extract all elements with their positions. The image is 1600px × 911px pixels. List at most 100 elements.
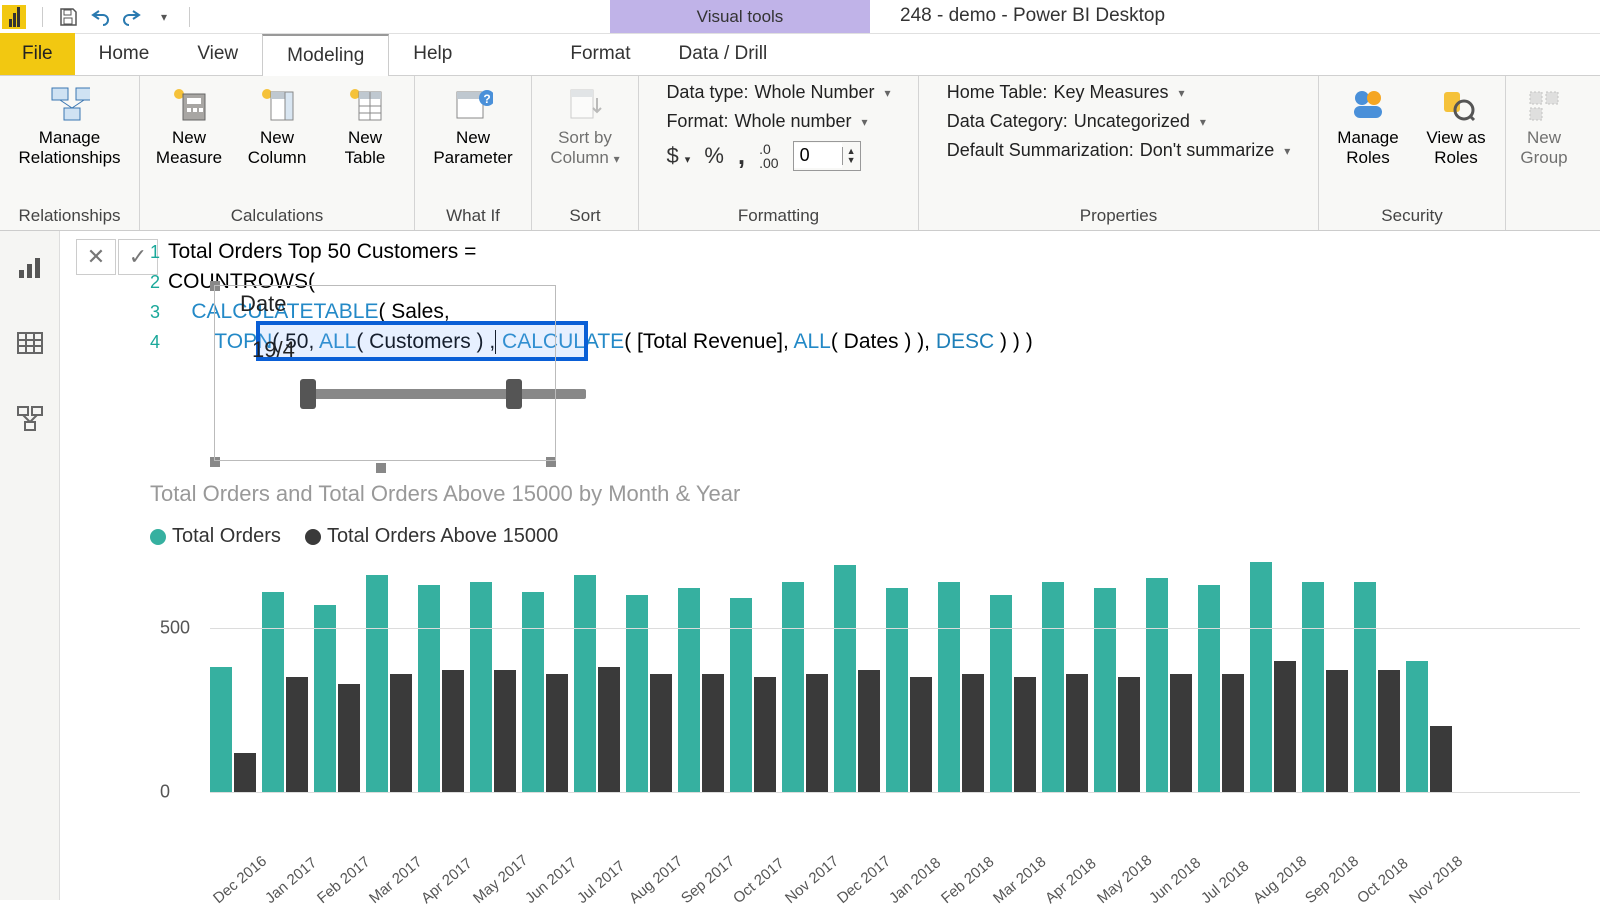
- date-slicer-visual[interactable]: Date 19/4: [146, 267, 566, 467]
- group-whatif: ? New Parameter What If: [415, 76, 532, 230]
- x-tick-label: Apr 2018: [1042, 861, 1093, 907]
- code-keyword: DESC: [936, 330, 994, 353]
- chevron-down-icon: ▾: [1179, 86, 1185, 100]
- report-canvas[interactable]: ✕ ✓ 1Total Orders Top 50 Customers = 2CO…: [60, 231, 1600, 900]
- x-tick-label: Jul 2018: [1198, 861, 1249, 907]
- view-as-roles-label: View as Roles: [1426, 128, 1485, 169]
- bar-group: [418, 585, 464, 792]
- hometable-value: Key Measures: [1053, 82, 1168, 103]
- hometable-dropdown[interactable]: Home Table: Key Measures ▾: [947, 82, 1291, 103]
- new-column-button[interactable]: New Column: [236, 80, 318, 169]
- bar-series-b: [1430, 726, 1452, 792]
- comma-button[interactable]: ,: [738, 140, 745, 171]
- undo-icon[interactable]: [89, 6, 111, 28]
- tab-modeling[interactable]: Modeling: [262, 34, 389, 76]
- bar-group: [1406, 661, 1452, 792]
- tab-data-drill[interactable]: Data / Drill: [655, 33, 792, 75]
- datatype-label: Data type:: [666, 82, 748, 103]
- sort-by-column-button[interactable]: Sort by Column ▾: [540, 80, 630, 169]
- new-group-button[interactable]: New Group: [1514, 80, 1574, 169]
- bar-series-a: [990, 595, 1012, 792]
- bar-series-a: [1302, 582, 1324, 792]
- bar-series-a: [1042, 582, 1064, 792]
- format-dropdown[interactable]: Format: Whole number ▾: [666, 111, 890, 132]
- legend-label: Total Orders: [172, 525, 281, 547]
- bar-group: [1250, 562, 1296, 792]
- x-tick-label: Jan 2017: [262, 861, 313, 907]
- currency-button[interactable]: $ ▾: [666, 143, 690, 169]
- group-label: Formatting: [738, 206, 819, 228]
- bar-series-b: [754, 677, 776, 792]
- model-view-icon[interactable]: [12, 401, 48, 437]
- code-text: ( Dates ) ),: [831, 330, 936, 353]
- bar-series-a: [262, 592, 284, 792]
- bar-series-a: [1146, 578, 1168, 792]
- spinner-down-icon[interactable]: ▼: [843, 156, 860, 165]
- chart-legend: Total Orders Total Orders Above 15000: [150, 525, 1580, 548]
- bar-series-a: [678, 588, 700, 792]
- new-column-label: New Column: [248, 128, 307, 169]
- bar-series-a: [418, 585, 440, 792]
- y-tick-label: 500: [160, 617, 190, 638]
- bar-series-a: [782, 582, 804, 792]
- save-icon[interactable]: [57, 6, 79, 28]
- new-parameter-button[interactable]: ? New Parameter: [423, 80, 523, 169]
- column-chart-visual[interactable]: Total Orders and Total Orders Above 1500…: [150, 481, 1580, 861]
- code-text: Total Orders Top 50 Customers =: [168, 240, 476, 263]
- group-label: Properties: [1080, 206, 1157, 228]
- svg-text:?: ?: [483, 92, 490, 106]
- category-dropdown[interactable]: Data Category: Uncategorized ▾: [947, 111, 1291, 132]
- measure-icon: [169, 84, 209, 124]
- x-axis-labels: Dec 2016Jan 2017Feb 2017Mar 2017Apr 2017…: [210, 894, 1458, 911]
- manage-relationships-button[interactable]: Manage Relationships: [10, 80, 130, 169]
- chart-bars: [210, 562, 1452, 792]
- bar-group: [1354, 582, 1400, 792]
- bar-series-b: [234, 753, 256, 792]
- new-parameter-label: New Parameter: [433, 128, 512, 169]
- tab-format[interactable]: Format: [546, 33, 654, 75]
- bar-series-b: [286, 677, 308, 792]
- tab-home[interactable]: Home: [75, 33, 174, 75]
- new-table-button[interactable]: New Table: [324, 80, 406, 169]
- sort-by-column-label: Sort by Column ▾: [550, 128, 619, 169]
- sort-icon: [565, 84, 605, 124]
- report-view-icon[interactable]: [12, 249, 48, 285]
- bar-series-b: [650, 674, 672, 792]
- tab-view[interactable]: View: [173, 33, 262, 75]
- x-tick-label: Aug 2018: [1250, 861, 1301, 907]
- bar-series-a: [210, 667, 232, 792]
- manage-roles-label: Manage Roles: [1337, 128, 1398, 169]
- bar-series-b: [858, 670, 880, 792]
- qat-dropdown-icon[interactable]: ▾: [153, 6, 175, 28]
- summarization-dropdown[interactable]: Default Summarization: Don't summarize ▾: [947, 140, 1291, 161]
- bar-series-b: [494, 670, 516, 792]
- code-keyword: ALL: [793, 330, 830, 353]
- bar-series-a: [834, 565, 856, 792]
- resize-handle[interactable]: [376, 463, 386, 473]
- bar-series-a: [626, 595, 648, 792]
- tab-help[interactable]: Help: [389, 33, 476, 75]
- decimals-input[interactable]: [794, 143, 842, 168]
- new-group-label: New Group: [1520, 128, 1567, 169]
- code-text: ) ) ): [994, 330, 1032, 353]
- bar-series-b: [1118, 677, 1140, 792]
- new-measure-button[interactable]: New Measure: [148, 80, 230, 169]
- bar-series-a: [886, 588, 908, 792]
- redo-icon[interactable]: [121, 6, 143, 28]
- bar-group: [262, 592, 308, 792]
- x-tick-label: Feb 2018: [938, 861, 989, 907]
- datatype-dropdown[interactable]: Data type: Whole Number ▾: [666, 82, 890, 103]
- bar-series-a: [1094, 588, 1116, 792]
- data-view-icon[interactable]: [12, 325, 48, 361]
- tab-file[interactable]: File: [0, 33, 75, 75]
- bar-group: [834, 565, 880, 792]
- bar-series-b: [442, 670, 464, 792]
- percent-button[interactable]: %: [704, 143, 724, 169]
- view-as-roles-button[interactable]: View as Roles: [1415, 80, 1497, 169]
- bar-group: [678, 588, 724, 792]
- bar-series-b: [1170, 674, 1192, 792]
- bar-group: [366, 575, 412, 792]
- manage-roles-button[interactable]: Manage Roles: [1327, 80, 1409, 169]
- decimals-spinner[interactable]: ▲▼: [793, 141, 861, 171]
- cancel-formula-button[interactable]: ✕: [76, 239, 116, 275]
